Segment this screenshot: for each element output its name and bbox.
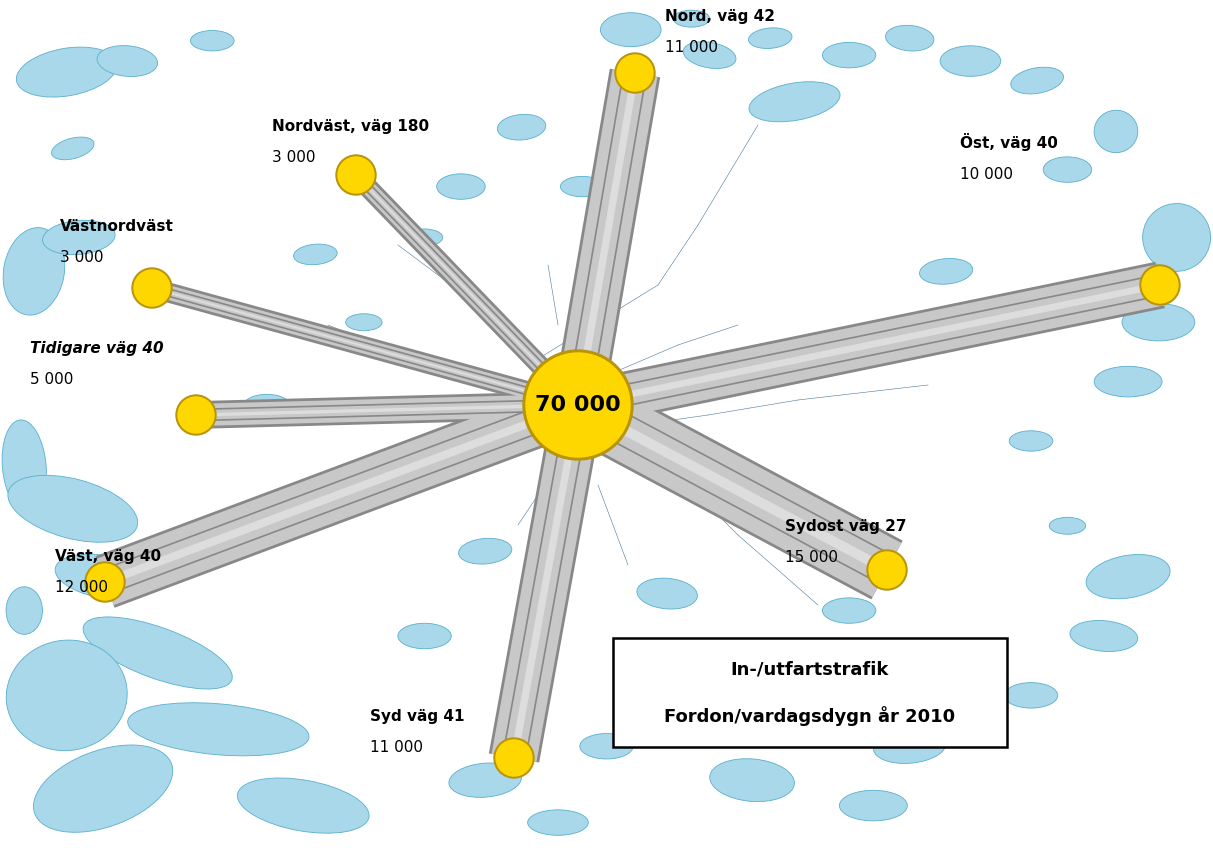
Circle shape: [1140, 265, 1180, 305]
Circle shape: [1141, 267, 1178, 303]
Ellipse shape: [190, 31, 234, 51]
Circle shape: [133, 270, 170, 306]
Ellipse shape: [346, 314, 382, 331]
Ellipse shape: [873, 729, 946, 763]
Ellipse shape: [822, 42, 876, 68]
Ellipse shape: [6, 587, 42, 634]
Ellipse shape: [560, 176, 604, 197]
Ellipse shape: [398, 623, 451, 649]
Ellipse shape: [127, 703, 309, 756]
Ellipse shape: [839, 790, 907, 821]
Ellipse shape: [4, 227, 64, 315]
Ellipse shape: [1143, 204, 1211, 271]
Ellipse shape: [1094, 366, 1162, 397]
Text: 3 000: 3 000: [272, 150, 315, 165]
Circle shape: [85, 562, 125, 602]
Ellipse shape: [1122, 304, 1195, 341]
Ellipse shape: [2, 420, 46, 513]
Text: 11 000: 11 000: [665, 40, 718, 55]
Ellipse shape: [1009, 431, 1053, 451]
Ellipse shape: [497, 114, 546, 140]
Text: 70 000: 70 000: [535, 395, 621, 415]
Ellipse shape: [1070, 621, 1138, 651]
Ellipse shape: [1094, 110, 1138, 153]
Text: 5 000: 5 000: [30, 372, 73, 387]
Circle shape: [336, 155, 376, 195]
Ellipse shape: [748, 28, 792, 48]
Text: 10 000: 10 000: [959, 167, 1013, 182]
Circle shape: [338, 157, 374, 193]
Ellipse shape: [294, 244, 337, 265]
Text: Fordon/vardagsdygn år 2010: Fordon/vardagsdygn år 2010: [665, 706, 956, 726]
Circle shape: [526, 353, 630, 457]
Ellipse shape: [1010, 67, 1064, 94]
Ellipse shape: [580, 734, 633, 759]
Text: Nordväst, väg 180: Nordväst, väg 180: [272, 119, 429, 134]
Ellipse shape: [42, 220, 115, 254]
Ellipse shape: [238, 778, 369, 834]
Circle shape: [178, 397, 213, 433]
Ellipse shape: [97, 46, 158, 76]
Ellipse shape: [16, 47, 118, 97]
Text: Västnordväst: Västnordväst: [59, 219, 173, 234]
Text: Öst, väg 40: Öst, väg 40: [959, 133, 1058, 151]
Ellipse shape: [84, 617, 232, 689]
Ellipse shape: [710, 759, 795, 801]
Ellipse shape: [1086, 555, 1171, 599]
Ellipse shape: [7, 476, 138, 542]
Ellipse shape: [406, 229, 443, 246]
Text: Väst, väg 40: Väst, väg 40: [55, 549, 161, 564]
Ellipse shape: [243, 394, 291, 420]
Text: 15 000: 15 000: [785, 550, 838, 565]
Ellipse shape: [34, 745, 172, 832]
Circle shape: [132, 268, 172, 308]
Ellipse shape: [691, 661, 764, 696]
Circle shape: [523, 350, 633, 460]
Circle shape: [494, 738, 534, 778]
Ellipse shape: [885, 25, 934, 51]
Circle shape: [87, 564, 123, 600]
Circle shape: [869, 552, 905, 588]
Ellipse shape: [940, 46, 1001, 76]
Circle shape: [617, 55, 653, 91]
Text: 12 000: 12 000: [55, 580, 108, 595]
Ellipse shape: [1049, 517, 1086, 534]
Text: Nord, väg 42: Nord, väg 42: [665, 9, 775, 24]
Ellipse shape: [919, 259, 973, 284]
Text: 11 000: 11 000: [370, 740, 423, 755]
Text: In-/utfartstrafik: In-/utfartstrafik: [730, 661, 889, 678]
Text: Sydost väg 27: Sydost väg 27: [785, 519, 906, 534]
Ellipse shape: [6, 640, 127, 750]
Ellipse shape: [683, 42, 736, 69]
Text: Tidigare väg 40: Tidigare väg 40: [30, 341, 164, 356]
Ellipse shape: [822, 598, 876, 623]
Ellipse shape: [459, 538, 512, 564]
Ellipse shape: [528, 810, 588, 835]
Circle shape: [176, 395, 216, 435]
Ellipse shape: [637, 578, 697, 609]
Ellipse shape: [51, 137, 95, 159]
Text: Syd väg 41: Syd väg 41: [370, 709, 465, 724]
Circle shape: [496, 740, 533, 776]
Text: 3 000: 3 000: [59, 250, 103, 265]
Ellipse shape: [748, 81, 841, 122]
Ellipse shape: [55, 554, 152, 600]
Circle shape: [867, 550, 907, 590]
Ellipse shape: [449, 763, 522, 797]
Circle shape: [615, 53, 655, 93]
Ellipse shape: [366, 482, 410, 502]
FancyBboxPatch shape: [613, 638, 1007, 747]
Ellipse shape: [600, 13, 661, 47]
Ellipse shape: [1004, 683, 1058, 708]
Ellipse shape: [673, 10, 710, 27]
Ellipse shape: [437, 174, 485, 199]
Ellipse shape: [1043, 157, 1092, 182]
